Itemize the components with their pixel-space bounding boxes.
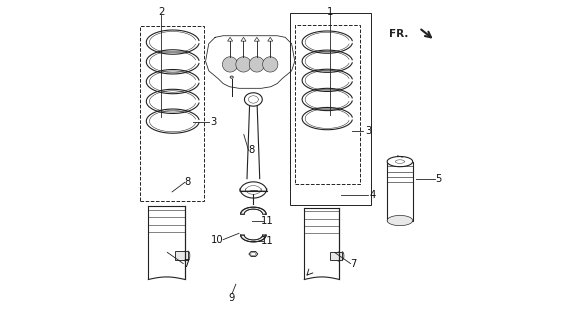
Polygon shape — [241, 37, 246, 41]
Polygon shape — [263, 57, 278, 72]
Polygon shape — [254, 37, 259, 41]
Polygon shape — [249, 57, 264, 72]
Text: 11: 11 — [262, 236, 274, 246]
Polygon shape — [249, 252, 258, 257]
Ellipse shape — [230, 76, 233, 78]
Polygon shape — [244, 93, 262, 106]
Polygon shape — [241, 235, 266, 242]
Text: FR.: FR. — [389, 29, 408, 39]
Bar — [330, 252, 342, 260]
Polygon shape — [205, 36, 295, 88]
Bar — [185, 250, 193, 262]
Text: 2: 2 — [158, 7, 164, 17]
Text: 7: 7 — [183, 259, 190, 268]
Polygon shape — [268, 37, 273, 41]
Polygon shape — [387, 215, 412, 226]
Text: 8: 8 — [248, 146, 254, 156]
Ellipse shape — [180, 251, 190, 261]
Polygon shape — [240, 189, 267, 198]
Polygon shape — [387, 156, 412, 167]
Polygon shape — [241, 207, 266, 214]
Ellipse shape — [335, 252, 343, 261]
Text: 9: 9 — [229, 293, 235, 303]
Bar — [140, 26, 204, 201]
Text: 5: 5 — [435, 174, 441, 184]
Bar — [175, 251, 188, 260]
Text: 10: 10 — [211, 235, 223, 245]
Bar — [290, 13, 371, 204]
Text: 7: 7 — [350, 259, 357, 268]
Text: 8: 8 — [184, 177, 191, 187]
Polygon shape — [236, 57, 251, 72]
Polygon shape — [223, 57, 238, 72]
Polygon shape — [227, 37, 233, 41]
Text: 3: 3 — [365, 126, 371, 136]
Text: 3: 3 — [211, 117, 217, 127]
Text: 11: 11 — [262, 216, 274, 226]
Text: 4: 4 — [369, 190, 376, 200]
Text: 1: 1 — [327, 7, 333, 17]
Bar — [295, 25, 360, 184]
Bar — [387, 162, 412, 220]
Polygon shape — [240, 182, 267, 191]
Bar — [339, 250, 347, 263]
